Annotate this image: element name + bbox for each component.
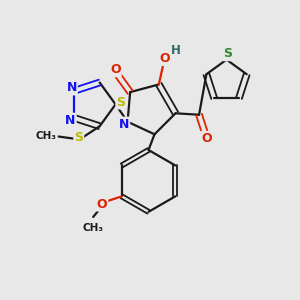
Text: S: S xyxy=(224,47,232,60)
Text: S: S xyxy=(116,95,125,109)
Text: S: S xyxy=(74,131,83,144)
Text: H: H xyxy=(171,44,181,57)
Text: O: O xyxy=(201,132,212,145)
Text: O: O xyxy=(159,52,170,65)
Text: N: N xyxy=(119,118,129,130)
Text: CH₃: CH₃ xyxy=(82,223,103,233)
Text: CH₃: CH₃ xyxy=(36,131,57,141)
Text: N: N xyxy=(67,81,77,94)
Text: N: N xyxy=(65,114,76,127)
Text: O: O xyxy=(97,197,107,211)
Text: O: O xyxy=(110,63,121,76)
